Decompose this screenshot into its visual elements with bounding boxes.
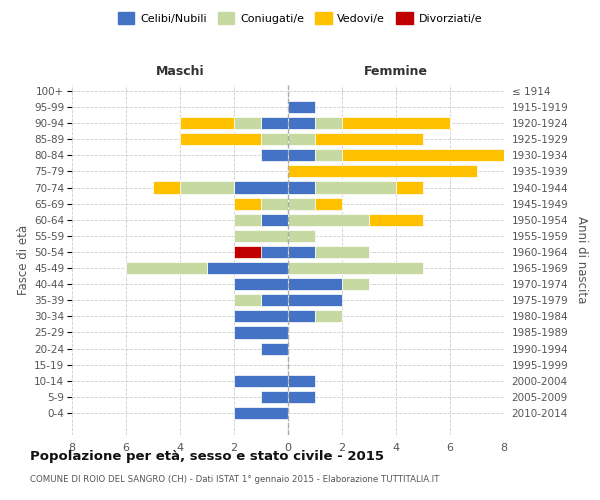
- Bar: [234, 310, 288, 322]
- Bar: [234, 407, 288, 419]
- Bar: [288, 166, 477, 177]
- Text: Maschi: Maschi: [155, 65, 205, 78]
- Bar: [234, 182, 288, 194]
- Bar: [234, 326, 288, 338]
- Bar: [261, 117, 288, 129]
- Bar: [288, 375, 315, 387]
- Bar: [315, 246, 369, 258]
- Y-axis label: Fasce di età: Fasce di età: [17, 225, 30, 295]
- Bar: [288, 182, 315, 194]
- Bar: [261, 246, 288, 258]
- Bar: [288, 214, 369, 226]
- Bar: [261, 294, 288, 306]
- Bar: [315, 310, 342, 322]
- Bar: [288, 149, 315, 162]
- Bar: [288, 133, 315, 145]
- Bar: [288, 198, 315, 209]
- Bar: [288, 230, 315, 242]
- Bar: [261, 133, 288, 145]
- Bar: [342, 117, 450, 129]
- Bar: [180, 133, 261, 145]
- Bar: [153, 182, 180, 194]
- Legend: Celibi/Nubili, Coniugati/e, Vedovi/e, Divorziati/e: Celibi/Nubili, Coniugati/e, Vedovi/e, Di…: [113, 8, 487, 28]
- Text: Popolazione per età, sesso e stato civile - 2015: Popolazione per età, sesso e stato civil…: [30, 450, 384, 463]
- Bar: [288, 278, 342, 290]
- Bar: [234, 117, 261, 129]
- Bar: [288, 101, 315, 113]
- Bar: [234, 198, 261, 209]
- Text: Femmine: Femmine: [364, 65, 428, 78]
- Bar: [261, 214, 288, 226]
- Bar: [234, 278, 288, 290]
- Bar: [261, 391, 288, 403]
- Bar: [315, 149, 342, 162]
- Bar: [261, 342, 288, 354]
- Bar: [126, 262, 207, 274]
- Bar: [315, 198, 342, 209]
- Bar: [234, 294, 261, 306]
- Bar: [180, 117, 234, 129]
- Bar: [288, 262, 423, 274]
- Bar: [315, 117, 342, 129]
- Text: COMUNE DI ROIO DEL SANGRO (CH) - Dati ISTAT 1° gennaio 2015 - Elaborazione TUTTI: COMUNE DI ROIO DEL SANGRO (CH) - Dati IS…: [30, 475, 439, 484]
- Bar: [234, 375, 288, 387]
- Y-axis label: Anni di nascita: Anni di nascita: [575, 216, 589, 304]
- Bar: [369, 214, 423, 226]
- Bar: [288, 294, 342, 306]
- Bar: [180, 182, 234, 194]
- Bar: [261, 198, 288, 209]
- Bar: [234, 230, 288, 242]
- Bar: [396, 182, 423, 194]
- Bar: [288, 246, 315, 258]
- Bar: [261, 149, 288, 162]
- Bar: [288, 117, 315, 129]
- Bar: [234, 246, 261, 258]
- Bar: [207, 262, 288, 274]
- Bar: [315, 182, 396, 194]
- Bar: [288, 391, 315, 403]
- Bar: [342, 278, 369, 290]
- Bar: [288, 310, 315, 322]
- Bar: [315, 133, 423, 145]
- Bar: [234, 214, 261, 226]
- Bar: [342, 149, 504, 162]
